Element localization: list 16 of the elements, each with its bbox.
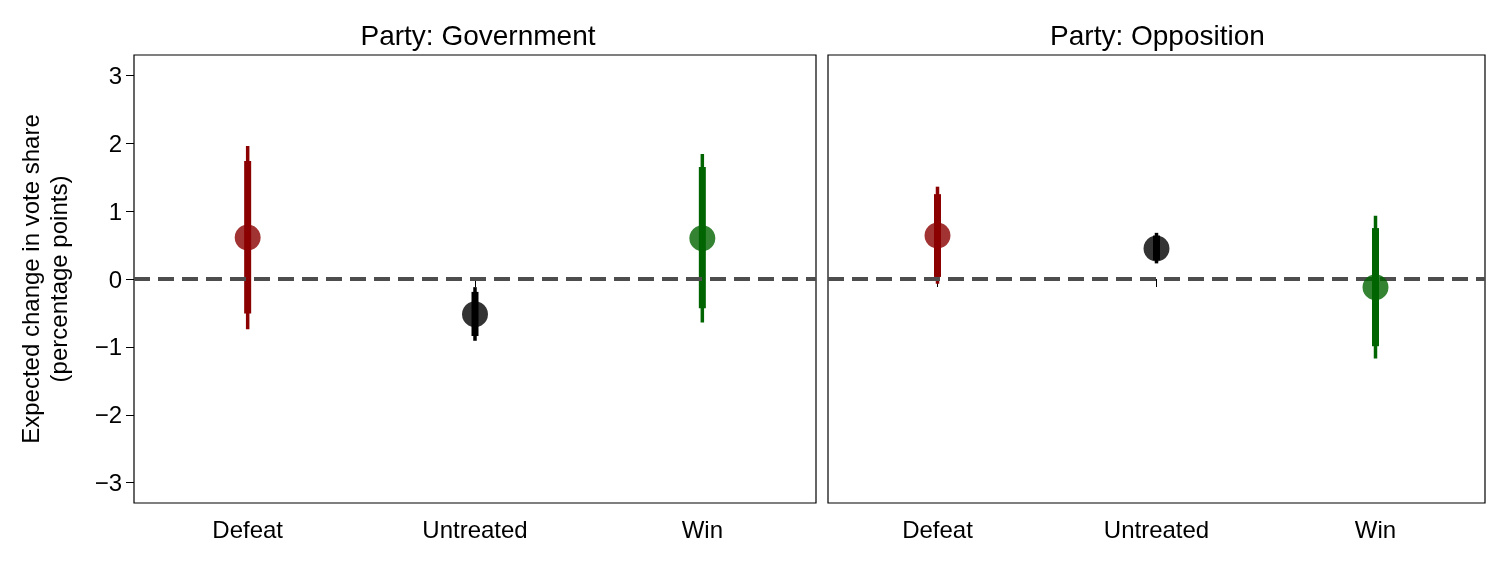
y-tick-label: 1 — [108, 197, 122, 225]
y-tick-label: 2 — [108, 129, 122, 157]
x-tick-label: Win — [681, 515, 724, 543]
x-tick-label: Untreated — [422, 515, 528, 543]
y-tick-label: 3 — [108, 61, 122, 89]
y-tick-label: −1 — [94, 333, 122, 361]
y-tick-label: −2 — [94, 401, 122, 429]
y-tick-label: 0 — [108, 265, 122, 293]
chart-title: Party: Opposition — [1050, 19, 1265, 51]
x-tick-label: Defeat — [902, 515, 974, 543]
y-axis-title: Expected change in vote share (percentage points) — [16, 114, 72, 444]
x-tick-label: Win — [1354, 515, 1397, 543]
y-tick-label: −3 — [94, 469, 122, 497]
x-tick-label: Defeat — [212, 515, 284, 543]
x-tick-label: Untreated — [1103, 515, 1210, 543]
chart-title: Party: Government — [360, 19, 596, 51]
